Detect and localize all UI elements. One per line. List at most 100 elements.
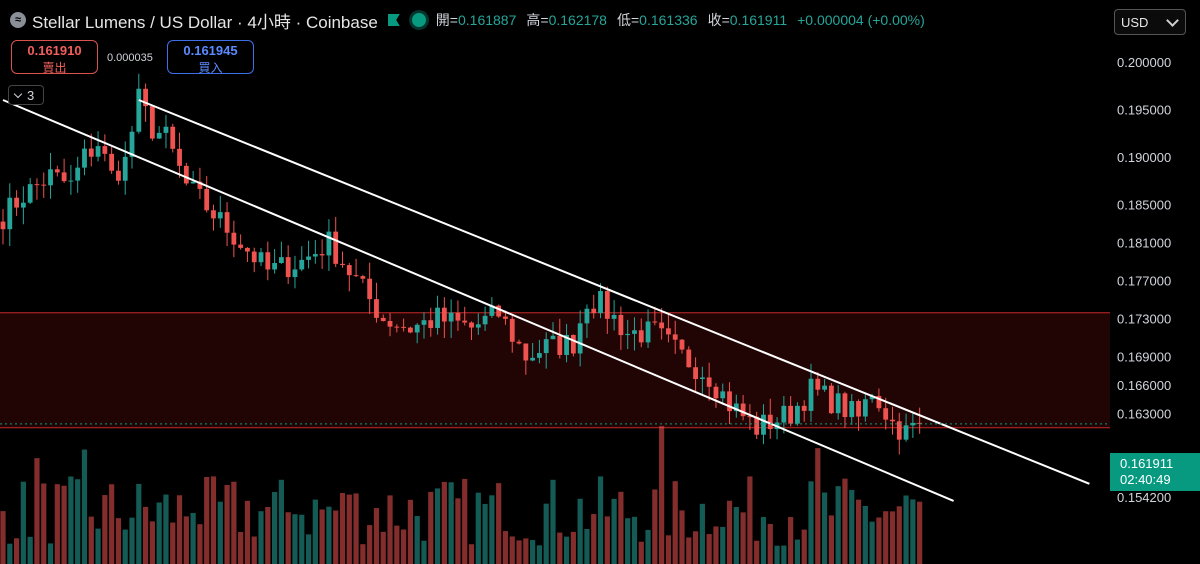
- volume-bar: [557, 532, 563, 564]
- volume-bar: [292, 514, 298, 564]
- price-tick-label: 0.195000: [1117, 103, 1171, 118]
- candle: [441, 307, 447, 322]
- range-zone: [0, 312, 1110, 428]
- volume-bar: [543, 503, 549, 564]
- flag-icon[interactable]: [387, 14, 400, 26]
- volume-bar: [489, 495, 495, 564]
- candle: [795, 405, 800, 424]
- candle: [360, 276, 366, 279]
- volume-bar: [142, 506, 149, 564]
- candle: [95, 146, 101, 157]
- volume-bar: [849, 489, 855, 564]
- volume-bar: [563, 536, 570, 564]
- candle: [346, 265, 352, 276]
- buy-label: 買入: [198, 61, 223, 75]
- volume-bar: [523, 538, 529, 564]
- volume-bar: [638, 541, 644, 564]
- candle: [720, 391, 726, 399]
- volume-bar: [550, 479, 556, 564]
- close-value: 0.161911: [729, 12, 788, 28]
- volume-bar: [394, 525, 400, 564]
- volume-bar: [197, 524, 203, 564]
- stellar-logo-icon: ≈: [10, 12, 26, 28]
- volume-bar: [265, 506, 271, 564]
- candle: [143, 88, 148, 107]
- volume-bar: [659, 426, 665, 564]
- currency-label: USD: [1121, 14, 1149, 30]
- candle: [258, 252, 264, 263]
- market-open-icon: [411, 13, 426, 27]
- candle: [231, 232, 237, 245]
- symbol-title[interactable]: Stellar Lumens / US Dollar · 4小時 · Coinb…: [32, 12, 378, 32]
- buy-button[interactable]: 0.161945 買入: [167, 40, 254, 75]
- last-price-tag: 0.161911 02:40:49: [1110, 453, 1200, 491]
- candle: [448, 312, 454, 322]
- candle: [496, 305, 502, 317]
- volume-bar: [360, 544, 366, 564]
- candle: [319, 254, 325, 256]
- candle: [116, 170, 121, 181]
- low-value: 0.161336: [639, 12, 698, 28]
- sell-button[interactable]: 0.161910 賣出: [11, 40, 98, 75]
- volume-bar: [713, 526, 719, 564]
- open-label: 開=: [435, 12, 458, 28]
- candle: [265, 252, 271, 270]
- candle: [156, 132, 162, 139]
- volume-bar: [740, 512, 746, 564]
- candle: [421, 320, 427, 325]
- volume-bar: [903, 495, 909, 564]
- volume-bar: [68, 476, 74, 564]
- candle: [543, 339, 549, 354]
- candle: [54, 169, 60, 173]
- candle: [312, 254, 318, 257]
- volume-bar: [862, 505, 868, 564]
- volume-bar: [61, 485, 67, 564]
- candle: [340, 263, 345, 266]
- candle: [754, 416, 760, 435]
- volume-bar: [278, 479, 284, 564]
- candle: [659, 322, 665, 329]
- volume-bar: [34, 458, 40, 564]
- volume-bar: [889, 511, 896, 564]
- sell-label: 賣出: [42, 61, 67, 75]
- candle: [183, 165, 189, 184]
- volume-bar: [312, 499, 318, 564]
- price-tick-label: 0.190000: [1117, 150, 1171, 165]
- candle: [564, 334, 569, 355]
- volume-bar: [13, 538, 20, 564]
- candle: [835, 393, 841, 414]
- volume-bar: [475, 492, 481, 564]
- volume-bar: [75, 479, 81, 564]
- candle: [462, 320, 468, 323]
- candle: [577, 323, 583, 354]
- candle: [849, 401, 855, 418]
- candle: [408, 327, 413, 333]
- candle: [428, 320, 434, 328]
- candle: [869, 395, 875, 400]
- volume-bar: [54, 484, 60, 564]
- indicators-toggle[interactable]: 3: [8, 85, 44, 105]
- price-tick-label: 0.166000: [1117, 378, 1171, 393]
- chart-header: ≈ Stellar Lumens / US Dollar · 4小時 · Coi…: [0, 0, 1110, 40]
- volume-bar: [496, 483, 502, 564]
- candle: [163, 126, 169, 133]
- volume-bar: [883, 511, 889, 564]
- volume-bar: [414, 515, 420, 564]
- candle: [632, 330, 637, 334]
- candle: [570, 334, 576, 354]
- candle: [149, 106, 155, 139]
- candle: [523, 343, 529, 361]
- price-tick-label: 0.169000: [1117, 350, 1171, 365]
- candle: [842, 393, 848, 418]
- sell-price: 0.161910: [27, 43, 82, 58]
- candle: [14, 197, 19, 208]
- candle: [88, 148, 94, 157]
- candle: [68, 180, 74, 182]
- price-tick-label: 0.181000: [1117, 236, 1171, 251]
- currency-select[interactable]: USD: [1114, 9, 1186, 35]
- price-tick-label: 0.185000: [1117, 198, 1171, 213]
- candle: [217, 212, 223, 219]
- volume-bar: [183, 516, 189, 564]
- volume-bar: [645, 529, 651, 564]
